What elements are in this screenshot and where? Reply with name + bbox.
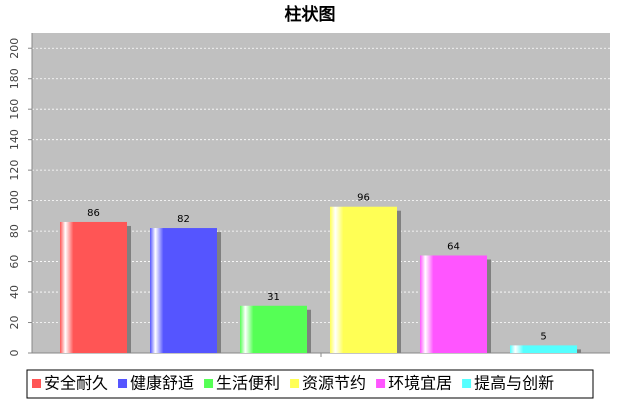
y-tick-label: 180 [8,68,21,89]
legend-swatch [376,379,386,388]
bar [510,345,577,353]
data-label: 86 [87,208,100,219]
y-tick-label: 0 [8,350,21,357]
y-tick-label: 40 [8,285,21,299]
bar [330,206,397,353]
y-tick-label: 160 [8,99,21,120]
y-tick-label: 120 [8,160,21,181]
y-tick-label: 60 [8,255,21,269]
legend-swatch [32,379,41,388]
legend-label: 生活便利 [216,374,280,393]
data-label: 31 [267,292,280,303]
legend-swatch [290,379,300,388]
bar [420,255,487,353]
bar [60,221,127,353]
legend-label: 安全耐久 [44,374,108,393]
legend-swatch [118,379,128,388]
data-label: 5 [540,331,546,342]
data-label: 82 [177,214,190,225]
legend-label: 资源节约 [302,374,366,393]
data-label: 96 [357,193,370,204]
y-tick-label: 80 [8,224,21,238]
y-tick-label: 100 [8,190,21,211]
legend-label: 环境宜居 [388,374,452,393]
legend-label: 提高与创新 [474,374,554,393]
bar [240,305,307,353]
y-tick-label: 200 [8,38,21,59]
y-tick-label: 140 [8,129,21,150]
chart-title: 柱状图 [285,4,336,25]
legend-swatch [204,379,214,388]
legend-swatch [462,379,472,388]
data-label: 64 [447,241,460,252]
bar [150,228,217,353]
y-tick-label: 20 [8,316,21,330]
legend-label: 健康舒适 [130,374,194,393]
